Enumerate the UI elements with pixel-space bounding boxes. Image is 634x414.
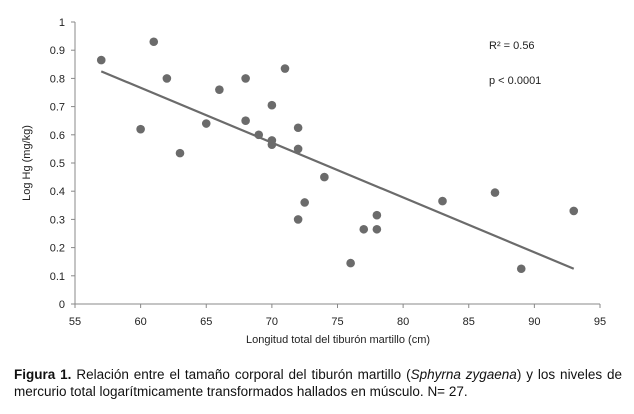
data-point [293, 215, 303, 224]
y-tick-label: 0.6 [50, 130, 65, 142]
data-point [96, 55, 106, 65]
data-point [201, 119, 211, 128]
x-tick-label: 90 [528, 316, 540, 328]
data-point [490, 188, 500, 197]
data-point [215, 85, 224, 94]
data-point [346, 258, 355, 268]
data-point [293, 144, 303, 154]
data-point [241, 116, 250, 125]
r-squared-annotation: R² = 0.56 [489, 40, 535, 52]
x-tick-label: 60 [135, 316, 147, 328]
y-tick-label: 0.7 [50, 102, 65, 114]
data-point [162, 74, 172, 83]
x-tick-label: 80 [397, 316, 409, 328]
y-tick-labels: 0 0.1 0.2 0.3 0.4 0.5 0.6 0.7 0.8 0.9 1 [50, 17, 75, 311]
data-point [293, 123, 303, 133]
data-point [438, 196, 447, 206]
y-tick-label: 0.3 [50, 214, 65, 226]
data-point [149, 37, 159, 47]
figure-caption: Figura 1. Relación entre el tamaño corpo… [14, 366, 622, 400]
data-point [241, 74, 250, 83]
caption-text-after: ) y los niveles de mercurio total logarí… [14, 367, 623, 399]
y-tick-label: 0 [59, 299, 65, 311]
y-tick-label: 0.5 [50, 158, 65, 170]
y-axis: 0 0.1 0.2 0.3 0.4 0.5 0.6 0.7 0.8 0.9 1 [50, 17, 76, 311]
x-axis: 55 60 65 70 75 80 85 90 95 [69, 303, 606, 328]
y-tick-label: 1 [59, 17, 65, 29]
y-tick-label: 0.4 [50, 186, 65, 198]
y-tick-label: 0.9 [50, 45, 65, 57]
y-tick-label: 0.8 [50, 73, 65, 85]
x-tick-label: 65 [200, 316, 212, 328]
x-axis-title: Longitud total del tiburón martillo (cm) [246, 334, 430, 346]
caption-species: Sphyrna zygaena [410, 367, 517, 382]
caption-text-before: Relación entre el tamaño corporal del ti… [71, 367, 411, 382]
x-tick-label: 85 [463, 316, 475, 328]
data-point [254, 130, 264, 140]
data-point [267, 100, 277, 110]
x-tick-labels: 55 60 65 70 75 80 85 90 95 [69, 304, 606, 328]
y-tick-label: 0.2 [50, 243, 65, 255]
y-axis-title: Log Hg (mg/kg) [21, 125, 33, 201]
data-point [175, 148, 185, 158]
data-point [300, 198, 309, 207]
y-tick-label: 0.1 [50, 271, 65, 283]
data-point [136, 124, 145, 134]
x-tick-label: 70 [266, 316, 278, 328]
scatter-chart: 0 0.1 0.2 0.3 0.4 0.5 0.6 0.7 0.8 0.9 1 55 60 65 70 75… [21, 17, 606, 346]
x-tick-label: 55 [69, 316, 81, 328]
data-point [372, 210, 382, 220]
data-point [516, 264, 526, 274]
x-tick-label: 75 [331, 316, 343, 328]
data-point [569, 206, 579, 216]
data-point [359, 224, 369, 234]
x-tick-label: 95 [594, 316, 606, 328]
data-points [96, 37, 579, 274]
data-point [267, 140, 277, 149]
data-point [372, 224, 382, 234]
trend-line [100, 70, 575, 270]
data-point [320, 172, 329, 182]
data-point [280, 64, 290, 73]
p-value-annotation: p < 0.0001 [489, 75, 541, 87]
caption-label: Figura 1. [14, 367, 72, 382]
